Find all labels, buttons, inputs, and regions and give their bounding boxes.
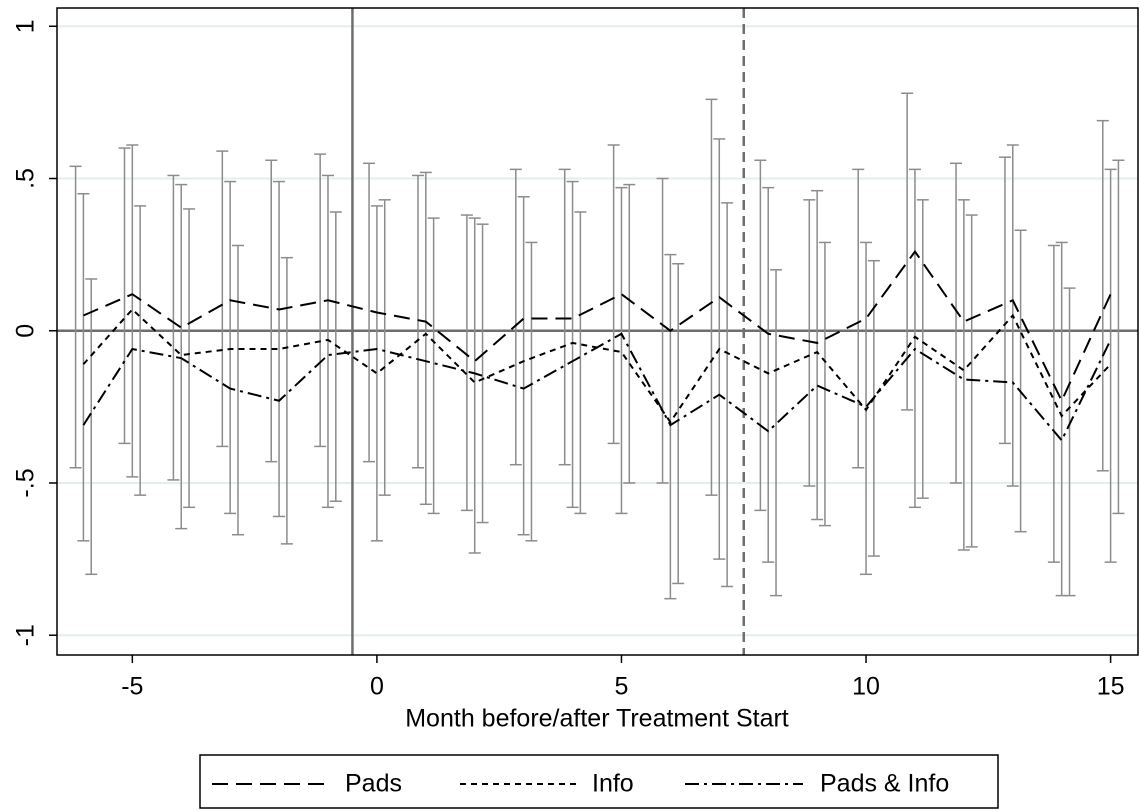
- error-bar: [754, 159, 767, 512]
- error-bar: [1104, 168, 1117, 563]
- y-tick-label: -.5: [12, 468, 40, 497]
- error-bar: [476, 223, 489, 524]
- error-bar: [916, 199, 929, 499]
- x-tick-label: 10: [852, 673, 880, 701]
- series-line: [83, 249, 1112, 404]
- error-bar: [69, 165, 82, 469]
- error-bar: [419, 171, 432, 506]
- error-bar: [321, 174, 334, 509]
- error-bar: [224, 180, 237, 515]
- error-bar: [607, 144, 620, 445]
- error-bar: [525, 241, 538, 542]
- error-bar: [509, 168, 522, 466]
- error-bar: [216, 150, 229, 448]
- error-bar: [1014, 229, 1027, 533]
- legend-label: Pads: [345, 770, 402, 798]
- y-tick-label: -1: [12, 624, 40, 646]
- error-bar: [1096, 119, 1109, 472]
- error-bar: [1112, 159, 1125, 515]
- error-bar: [615, 186, 628, 515]
- error-bar: [85, 278, 98, 576]
- error-bar: [378, 199, 391, 496]
- legend-label: Info: [592, 770, 634, 798]
- error-bar: [803, 199, 816, 487]
- y-tick-label: 1: [12, 19, 40, 33]
- error-bar: [370, 205, 383, 542]
- plot-frame: [56, 7, 1139, 656]
- error-bar: [867, 259, 880, 557]
- error-bar: [175, 183, 188, 530]
- error-bar: [762, 186, 775, 563]
- error-bar: [566, 180, 579, 509]
- error-bar: [231, 244, 244, 536]
- error-bar: [811, 189, 824, 521]
- x-tick-label: -5: [121, 673, 143, 701]
- error-bar: [363, 162, 376, 463]
- error-bar: [427, 217, 440, 515]
- error-bar: [656, 177, 669, 484]
- error-bar: [77, 192, 90, 542]
- error-bar: [118, 147, 131, 445]
- x-tick-label: 15: [1097, 673, 1125, 701]
- legend-box: [199, 754, 999, 809]
- error-bar: [672, 263, 685, 585]
- y-tick-label: .5: [12, 168, 40, 189]
- x-tick-label: 0: [370, 673, 384, 701]
- error-bar: [574, 211, 587, 515]
- error-bar: [957, 199, 970, 551]
- error-bar: [183, 208, 196, 509]
- error-bar: [852, 168, 865, 469]
- error-bar: [517, 196, 530, 536]
- x-axis-label: Month before/after Treatment Start: [405, 705, 789, 733]
- error-bar: [280, 256, 293, 545]
- error-bar: [126, 144, 139, 478]
- error-bar: [998, 156, 1011, 445]
- error-bar: [460, 214, 473, 512]
- error-bar: [623, 183, 636, 484]
- error-bar: [273, 180, 286, 518]
- x-tick-label: 5: [615, 673, 629, 701]
- error-bar: [265, 159, 278, 463]
- y-tick-label: 0: [12, 324, 40, 338]
- error-bar: [705, 98, 718, 496]
- error-bar: [314, 153, 327, 448]
- error-bar: [411, 174, 424, 469]
- error-bar: [664, 253, 677, 600]
- error-bar: [1063, 287, 1076, 597]
- error-bar: [329, 211, 342, 502]
- error-bar: [950, 162, 963, 484]
- series-line: [82, 332, 1112, 443]
- error-bar: [167, 174, 180, 481]
- error-bar: [134, 205, 147, 496]
- error-bar: [965, 214, 978, 548]
- error-bar: [818, 241, 831, 527]
- error-bar: [558, 168, 571, 466]
- error-bar: [468, 217, 481, 554]
- legend-label: Pads & Info: [820, 770, 949, 798]
- error-bar: [1047, 244, 1060, 563]
- error-bar: [721, 202, 734, 588]
- error-bar: [770, 269, 783, 597]
